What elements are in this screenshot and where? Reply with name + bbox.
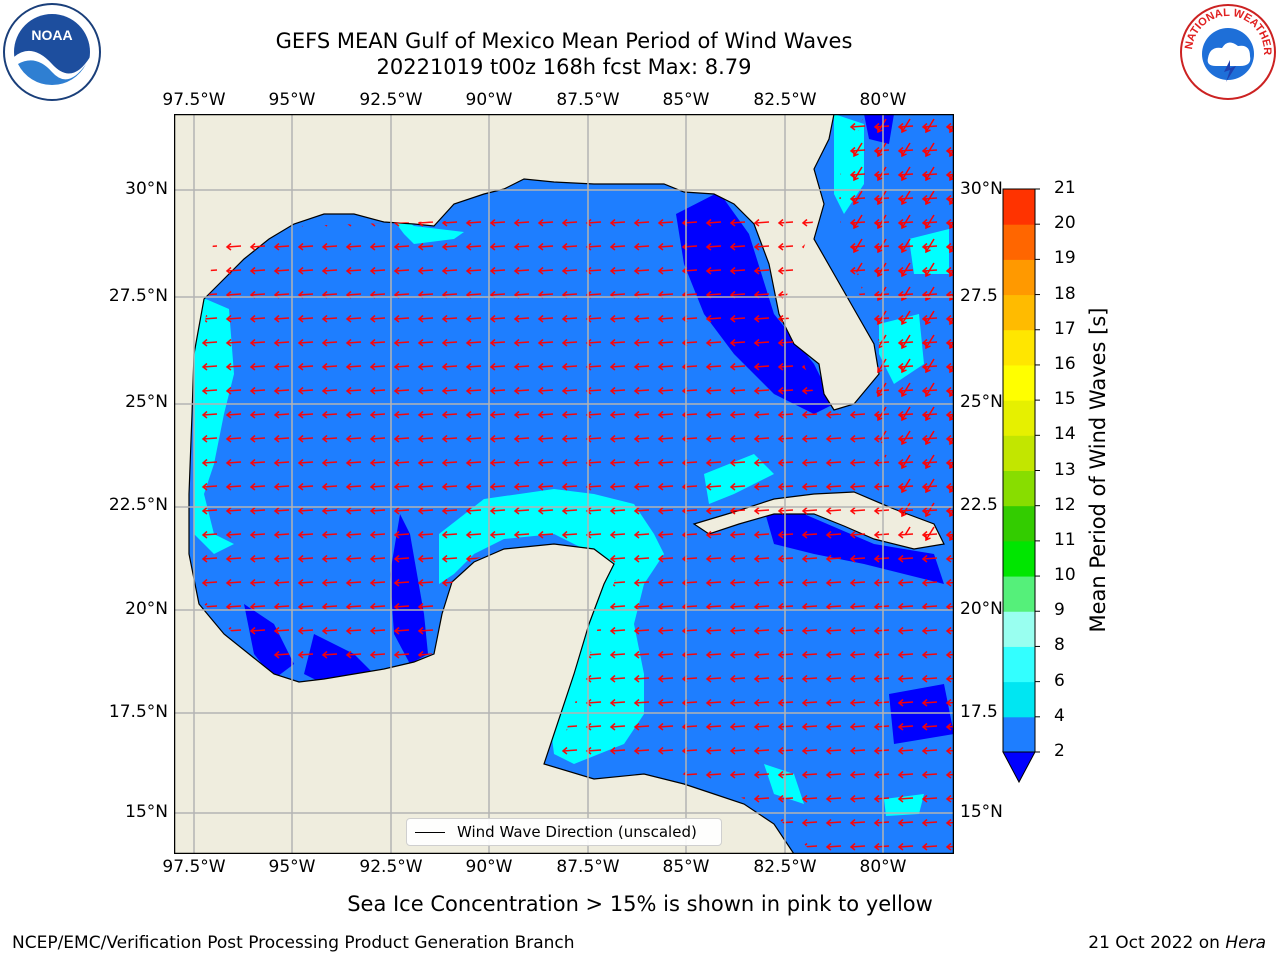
lon-tick: 92.5°W — [359, 90, 423, 110]
colorbar-tick-label: 21 — [1054, 178, 1076, 198]
colorbar-segment — [1003, 259, 1035, 296]
legend-label: Wind Wave Direction (unscaled) — [457, 823, 697, 841]
colorbar — [1002, 188, 1040, 784]
lon-tick: 82.5°W — [753, 90, 817, 110]
lat-tick: 30°N — [125, 179, 168, 199]
footer-machine: Hera — [1225, 933, 1266, 953]
lon-tick: 95°W — [268, 90, 316, 110]
colorbar-tick-label: 9 — [1054, 600, 1065, 621]
colorbar-segment — [1003, 189, 1035, 225]
graticule — [174, 114, 954, 854]
map-legend: Wind Wave Direction (unscaled) — [406, 818, 722, 846]
colorbar-tick-label: 12 — [1054, 494, 1076, 515]
colorbar-segment — [1003, 505, 1035, 542]
colorbar-tick-label: 19 — [1054, 248, 1076, 269]
lat-tick: 30°N — [960, 179, 1003, 199]
noaa-logo-text: NOAA — [31, 27, 72, 43]
colorbar-tick-label: 17 — [1054, 318, 1076, 339]
colorbar-tick-label: 15 — [1054, 389, 1076, 410]
colorbar-tick-label: 13 — [1054, 459, 1076, 480]
lon-tick: 85°W — [662, 90, 710, 110]
lat-tick: 15°N — [125, 802, 168, 822]
nws-logo: NATIONAL WEATHER SERVICE — [1178, 2, 1276, 100]
footer-date-text: 21 Oct 2022 on — [1088, 933, 1226, 953]
colorbar-tick-label: 11 — [1054, 529, 1076, 550]
colorbar-segment — [1003, 329, 1035, 366]
footer-credit: NCEP/EMC/Verification Post Processing Pr… — [12, 933, 575, 953]
lat-tick: 15°N — [960, 802, 1003, 822]
lon-tick: 80°W — [859, 857, 907, 877]
colorbar-segment — [1003, 400, 1035, 436]
colorbar-tick-label: 14 — [1054, 424, 1076, 445]
lat-tick: 17.5°N — [108, 702, 168, 722]
colorbar-tick-label: 18 — [1054, 283, 1076, 304]
colorbar-segment — [1003, 224, 1035, 260]
map-title: GEFS MEAN Gulf of Mexico Mean Period of … — [275, 29, 853, 53]
lat-tick: 17.5 — [960, 702, 998, 722]
lat-tick: 22.5°N — [108, 495, 168, 515]
lat-tick: 25°N — [125, 392, 168, 412]
colorbar-tick-label: 2 — [1054, 741, 1065, 761]
lon-tick: 90°W — [465, 90, 513, 110]
colorbar-segment — [1003, 540, 1035, 577]
colorbar-extend-triangle — [1002, 751, 1036, 784]
lon-tick: 95°W — [268, 857, 316, 877]
lat-tick: 27.5°N — [108, 286, 168, 306]
arrow-field — [194, 114, 954, 854]
colorbar-segment — [1003, 294, 1035, 331]
colorbar-tick-label: 6 — [1054, 670, 1065, 691]
lat-tick: 20°N — [125, 599, 168, 619]
colorbar-segment — [1003, 470, 1035, 507]
colorbar-tick-label: 4 — [1054, 705, 1065, 726]
lon-tick: 87.5°W — [556, 90, 620, 110]
colorbar-segment — [1003, 611, 1035, 647]
colorbar-segment — [1003, 681, 1035, 718]
legend-line-swatch — [415, 831, 445, 833]
colorbar-tick-label: 16 — [1054, 353, 1076, 374]
lon-tick: 90°W — [465, 857, 513, 877]
colorbar-tick-label: 10 — [1054, 565, 1076, 586]
lon-tick: 92.5°W — [359, 857, 423, 877]
colorbar-segment — [1003, 364, 1035, 401]
lat-tick: 22.5 — [960, 495, 998, 515]
lon-tick: 97.5°W — [162, 90, 226, 110]
map-subtitle: 20221019 t00z 168h fcst Max: 8.79 — [376, 55, 752, 79]
colorbar-label: Mean Period of Wind Waves [s] — [1086, 307, 1110, 633]
lat-tick: 20°N — [960, 599, 1003, 619]
sea-ice-caption: Sea Ice Concentration > 15% is shown in … — [347, 892, 933, 916]
noaa-logo: NOAA — [3, 3, 101, 101]
colorbar-tick-label: 20 — [1054, 213, 1076, 234]
colorbar-segment — [1003, 435, 1035, 471]
footer-date: 21 Oct 2022 on Hera — [1088, 933, 1266, 953]
lat-tick: 27.5 — [960, 286, 998, 306]
colorbar-tick-label: 8 — [1054, 635, 1065, 656]
lon-tick: 85°W — [662, 857, 710, 877]
gulf-of-mexico-map — [174, 114, 954, 854]
lon-tick: 97.5°W — [162, 857, 226, 877]
colorbar-segment — [1003, 716, 1035, 753]
lon-tick: 80°W — [859, 90, 907, 110]
lon-tick: 87.5°W — [556, 857, 620, 877]
lat-tick: 25°N — [960, 392, 1003, 412]
lon-tick: 82.5°W — [753, 857, 817, 877]
colorbar-segment — [1003, 576, 1035, 612]
colorbar-segment — [1003, 646, 1035, 683]
